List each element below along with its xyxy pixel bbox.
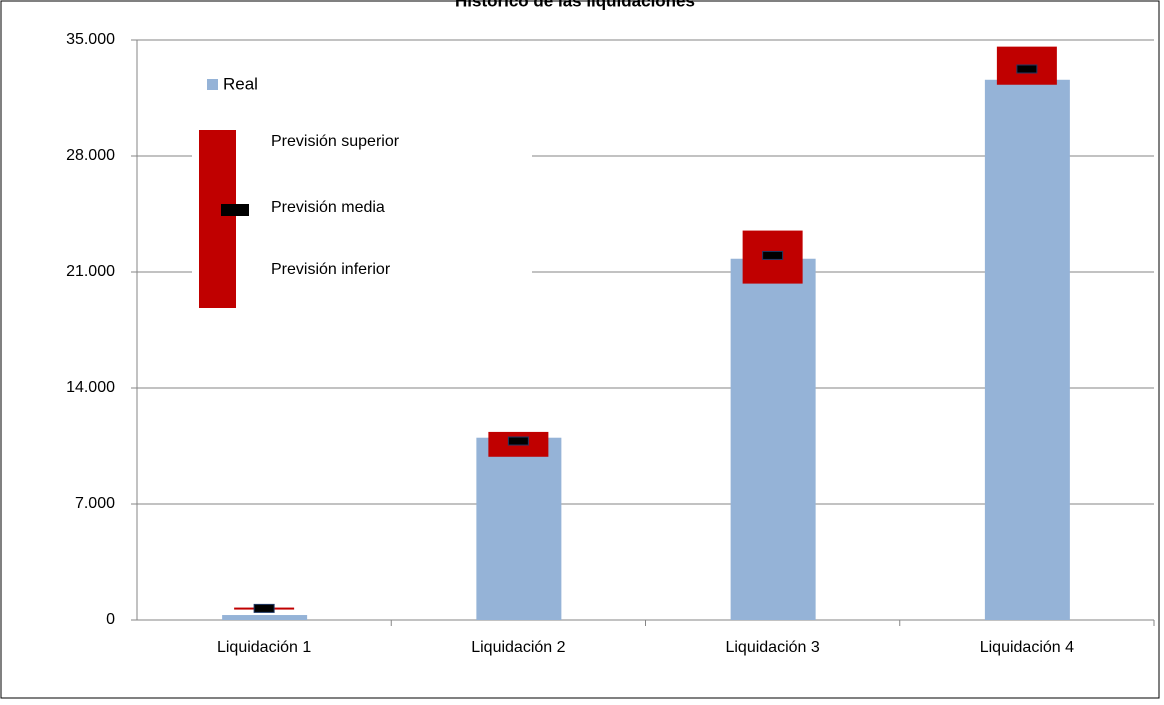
x-tick-label: Liquidación 2 (471, 639, 565, 656)
forecast-mean (253, 603, 275, 613)
bar (476, 437, 562, 620)
x-tick-label: Liquidación 1 (217, 639, 311, 656)
legend-label: Previsión media (271, 199, 385, 216)
bar (984, 79, 1070, 621)
y-tick-label: 35.000 (66, 31, 115, 48)
x-tick-label: Liquidación 3 (725, 639, 819, 656)
legend-box (192, 62, 532, 320)
y-tick-label: 28.000 (66, 147, 115, 164)
legend-label: Previsión superior (271, 133, 400, 150)
y-tick-label: 21.000 (66, 263, 115, 280)
legend-swatch (199, 130, 236, 308)
y-tick-label: 7.000 (75, 495, 115, 512)
legend-swatch (221, 204, 249, 216)
forecast-mean (507, 436, 529, 446)
chart-title: Histórico de las liquidaciones (455, 0, 695, 10)
x-tick-label: Liquidación 4 (980, 639, 1074, 656)
y-tick-label: 0 (106, 611, 115, 628)
bar (730, 258, 816, 620)
legend-label: Real (223, 74, 258, 93)
bar (222, 615, 308, 620)
legend-label: Previsión inferior (271, 261, 391, 278)
forecast-mean (1016, 64, 1038, 74)
forecast-mean (762, 250, 784, 260)
y-tick-label: 14.000 (66, 379, 115, 396)
legend-swatch (207, 79, 218, 90)
